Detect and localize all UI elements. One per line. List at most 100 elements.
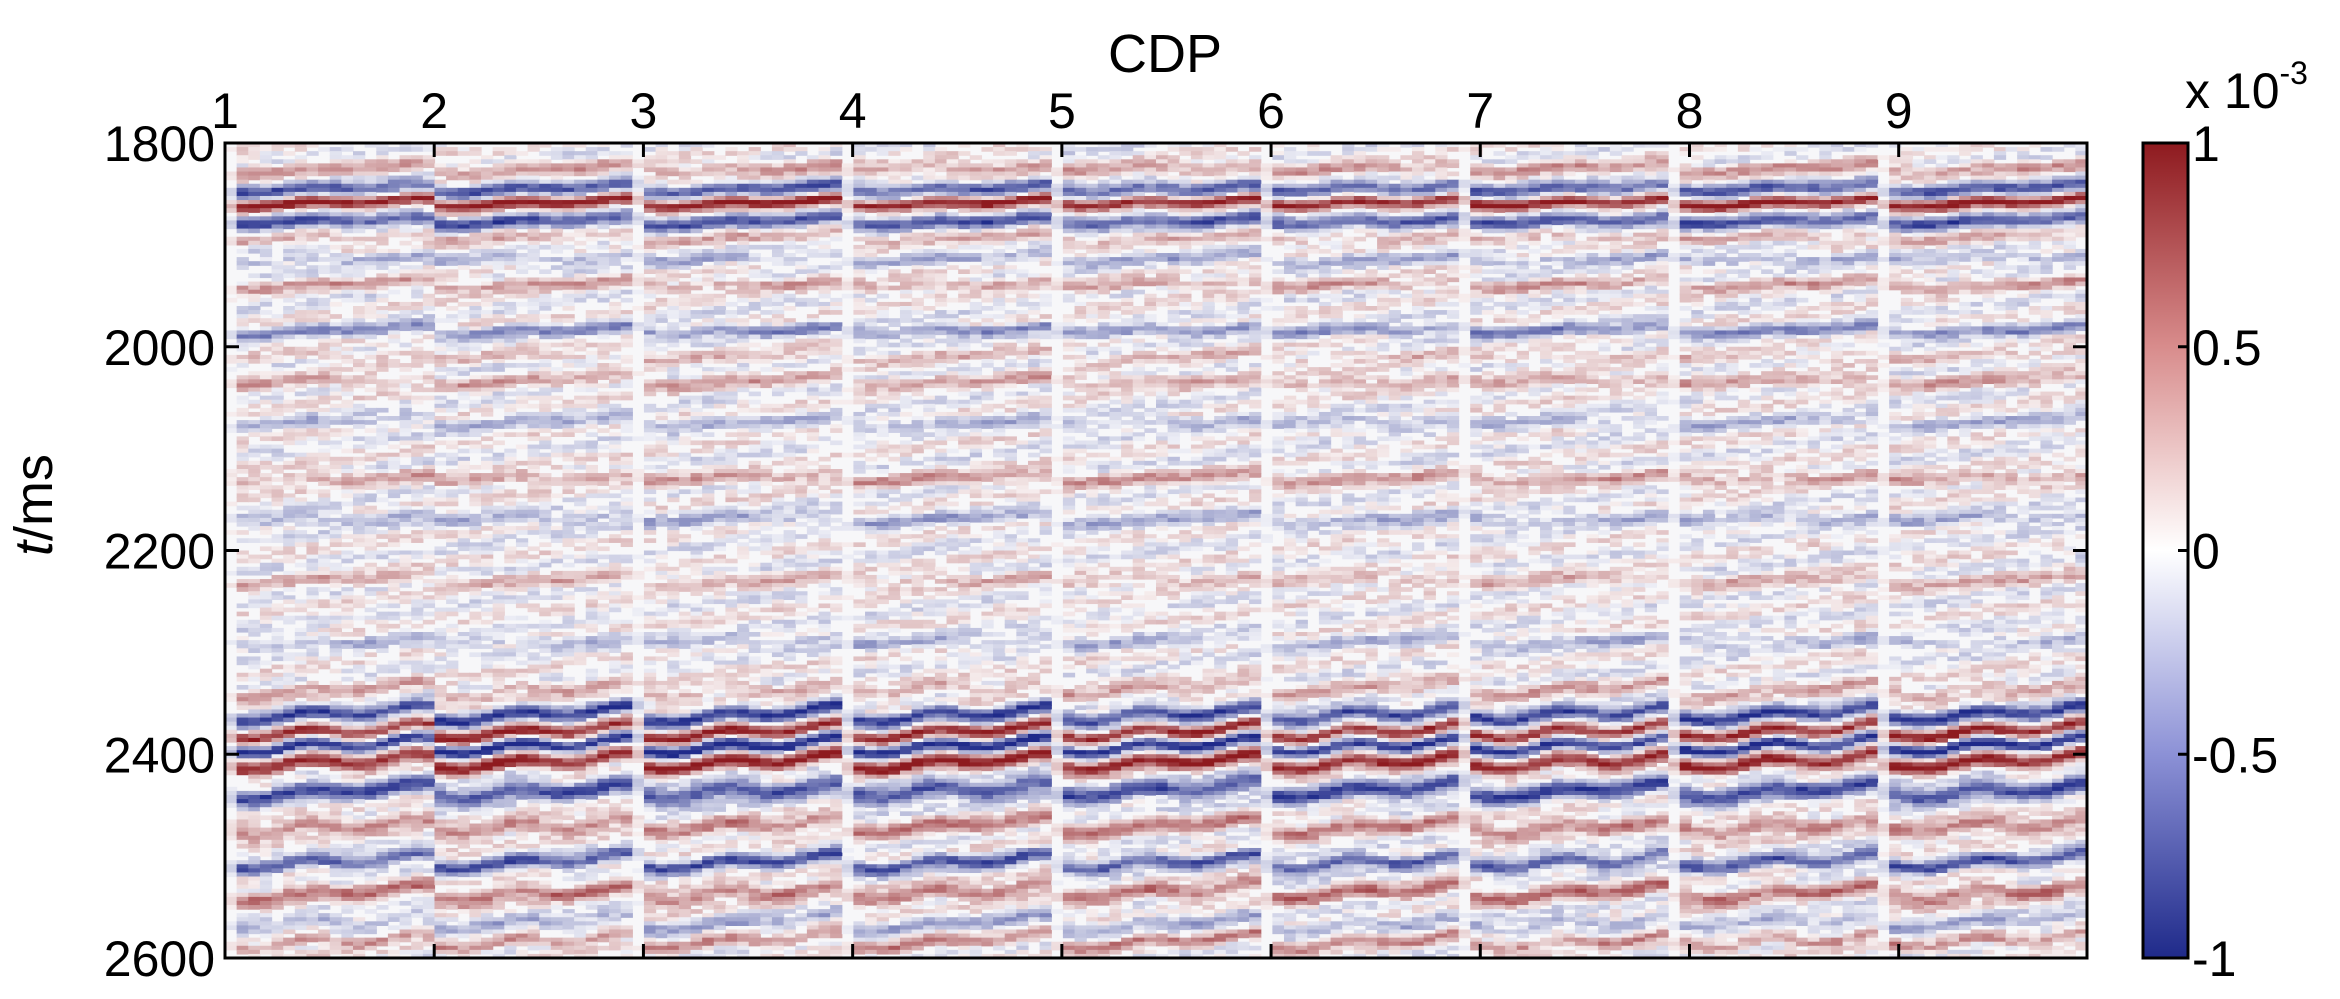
heatmap-cell (411, 868, 423, 873)
heatmap-cell (376, 603, 388, 608)
heatmap-cell (365, 436, 377, 441)
heatmap-cell (353, 290, 365, 295)
heatmap-cell (434, 204, 446, 209)
heatmap-cell (318, 400, 330, 405)
heatmap-cell (469, 872, 481, 877)
heatmap-cell (469, 151, 481, 156)
heatmap-cell (330, 689, 342, 694)
heatmap-cell (248, 330, 260, 335)
heatmap-cell (306, 599, 318, 604)
heatmap-cell (539, 848, 551, 853)
heatmap-cell (376, 913, 388, 918)
heatmap-cell (400, 828, 412, 833)
heatmap-cell (574, 889, 586, 894)
heatmap-cell (458, 294, 470, 299)
heatmap-cell (423, 180, 435, 185)
heatmap-cell (411, 636, 423, 641)
heatmap-cell (388, 339, 400, 344)
heatmap-cell (260, 359, 272, 364)
heatmap-cell (493, 204, 505, 209)
heatmap-cell (248, 273, 260, 278)
heatmap-cell (365, 852, 377, 857)
heatmap-cell (376, 856, 388, 861)
heatmap-cell (237, 310, 249, 315)
heatmap-cell (551, 718, 563, 723)
heatmap-cell (260, 204, 272, 209)
heatmap-cell (318, 233, 330, 238)
heatmap-cell (330, 603, 342, 608)
heatmap-cell (272, 616, 284, 621)
heatmap-cell (225, 330, 237, 335)
heatmap-cell (237, 538, 249, 543)
heatmap-cell (574, 726, 586, 731)
heatmap-cell (388, 567, 400, 572)
heatmap-cell (434, 583, 446, 588)
heatmap-cell (504, 726, 516, 731)
heatmap-cell (539, 754, 551, 759)
heatmap-cell (446, 697, 458, 702)
heatmap-cell (318, 921, 330, 926)
heatmap-cell (458, 424, 470, 429)
heatmap-cell (469, 559, 481, 564)
heatmap-cell (493, 420, 505, 425)
heatmap-cell (237, 714, 249, 719)
heatmap-cell (341, 485, 353, 490)
heatmap-cell (295, 249, 307, 254)
heatmap-cell (376, 595, 388, 600)
heatmap-cell (562, 946, 574, 951)
heatmap-cell (283, 167, 295, 172)
heatmap-cell (493, 176, 505, 181)
heatmap-cell (248, 249, 260, 254)
heatmap-cell (260, 571, 272, 576)
heatmap-cell (562, 832, 574, 837)
heatmap-cell (365, 730, 377, 735)
heatmap-cell (411, 330, 423, 335)
heatmap-cell (376, 314, 388, 319)
heatmap-cell (365, 457, 377, 462)
heatmap-cell (237, 946, 249, 951)
heatmap-cell (318, 167, 330, 172)
heatmap-cell (260, 648, 272, 653)
heatmap-cell (481, 559, 493, 564)
heatmap-cell (400, 265, 412, 270)
heatmap-cell (248, 877, 260, 882)
heatmap-cell (446, 306, 458, 311)
heatmap-cell (388, 595, 400, 600)
heatmap-cell (388, 616, 400, 621)
heatmap-cell (423, 188, 435, 193)
heatmap-cell (504, 424, 516, 429)
heatmap-cell (539, 734, 551, 739)
heatmap-cell (283, 461, 295, 466)
heatmap-cell (446, 163, 458, 168)
heatmap-cell (469, 176, 481, 181)
heatmap-cell (586, 481, 598, 486)
heatmap-cell (528, 351, 540, 356)
heatmap-cell (504, 705, 516, 710)
heatmap-cell (411, 673, 423, 678)
heatmap-cell (516, 893, 528, 898)
heatmap-cell (353, 163, 365, 168)
heatmap-cell (341, 196, 353, 201)
heatmap-cell (353, 844, 365, 849)
heatmap-cell (400, 485, 412, 490)
heatmap-cell (446, 420, 458, 425)
heatmap-cell (318, 587, 330, 592)
heatmap-cell (248, 901, 260, 906)
heatmap-cell (516, 290, 528, 295)
heatmap-cell (539, 656, 551, 661)
heatmap-cell (539, 489, 551, 494)
heatmap-cell (516, 220, 528, 225)
heatmap-cell (493, 632, 505, 637)
heatmap-cell (365, 563, 377, 568)
heatmap-cell (283, 510, 295, 515)
heatmap-cell (330, 628, 342, 633)
heatmap-cell (283, 269, 295, 274)
heatmap-cell (295, 440, 307, 445)
heatmap-cell (423, 852, 435, 857)
heatmap-cell (551, 322, 563, 327)
heatmap-cell (469, 718, 481, 723)
heatmap-cell (504, 559, 516, 564)
heatmap-cell (528, 396, 540, 401)
heatmap-cell (295, 465, 307, 470)
heatmap-cell (248, 677, 260, 682)
